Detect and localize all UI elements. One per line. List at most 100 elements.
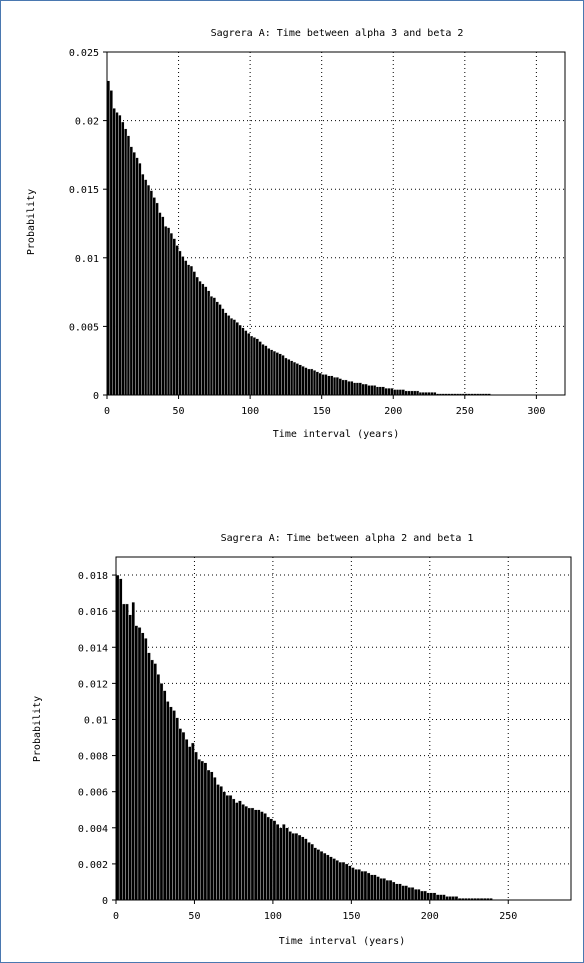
histogram-bar bbox=[338, 861, 343, 901]
histogram-bar bbox=[192, 271, 196, 396]
histogram-bar bbox=[401, 885, 405, 901]
y-axis-ticks: 0 0.002 0.004 0.006 0.008 0.01 0.012 0.014 0.016… bbox=[78, 571, 116, 907]
histogram-bar bbox=[250, 807, 255, 901]
histogram-bar bbox=[275, 824, 280, 901]
x-tick-label: 250 bbox=[499, 911, 517, 922]
histogram-bar bbox=[395, 389, 400, 396]
histogram-bar bbox=[135, 157, 139, 396]
histogram-bar bbox=[395, 883, 399, 901]
histogram-bar bbox=[121, 121, 125, 396]
histogram-bar bbox=[152, 197, 156, 396]
histogram-bar bbox=[189, 265, 194, 396]
y-tick-label: 0.015 bbox=[69, 185, 99, 196]
histogram-bar bbox=[238, 324, 242, 396]
histogram-bar bbox=[134, 625, 139, 901]
histogram-bar bbox=[379, 878, 383, 901]
histogram-bar bbox=[292, 361, 297, 396]
histogram-bar bbox=[191, 742, 195, 901]
histogram-bar bbox=[147, 652, 151, 901]
histogram-bar bbox=[363, 870, 368, 901]
y-tick-label: 0.018 bbox=[78, 571, 108, 582]
chart-title: Sagrera A: Time between alpha 2 and beta… bbox=[221, 533, 474, 544]
histogram-bar bbox=[415, 390, 420, 396]
histogram-bar bbox=[404, 885, 409, 901]
histogram-bar bbox=[324, 374, 328, 396]
y-tick-label: 0.01 bbox=[84, 715, 108, 726]
histogram-bar bbox=[329, 856, 333, 901]
histogram-bar bbox=[304, 367, 308, 396]
histogram-bar bbox=[364, 383, 368, 396]
histogram-bar bbox=[352, 382, 357, 396]
histogram-bar bbox=[319, 851, 324, 901]
histogram-bar bbox=[376, 876, 380, 901]
histogram-bar bbox=[307, 842, 311, 901]
histogram-bar bbox=[312, 370, 317, 396]
y-tick-label: 0.012 bbox=[78, 679, 108, 690]
histogram-bar bbox=[398, 389, 403, 396]
histogram-bar bbox=[109, 90, 113, 396]
histogram-bar bbox=[172, 710, 176, 901]
histogram-bar bbox=[209, 296, 214, 396]
histogram-bar bbox=[378, 386, 382, 396]
histogram-bar bbox=[222, 791, 227, 901]
histogram-bar bbox=[235, 802, 239, 901]
histogram-bar bbox=[221, 308, 225, 396]
histogram-bar bbox=[295, 363, 299, 396]
histogram-bar bbox=[172, 238, 176, 396]
histogram-bar bbox=[332, 858, 336, 901]
histogram-bar bbox=[247, 807, 252, 901]
histogram-bar bbox=[153, 663, 157, 901]
histogram-bar bbox=[201, 283, 205, 396]
histogram-bar bbox=[224, 312, 228, 396]
histogram-bar bbox=[332, 376, 337, 396]
histogram-bar bbox=[241, 804, 245, 901]
histogram-bar bbox=[373, 385, 377, 396]
histogram-bar bbox=[354, 869, 358, 901]
y-tick-label: 0.016 bbox=[78, 607, 108, 618]
x-axis-ticks: 0 50 100 150 200 250 300 bbox=[104, 395, 545, 417]
histogram-bar bbox=[282, 824, 286, 901]
histogram-bar bbox=[401, 389, 405, 396]
histogram-bar bbox=[351, 867, 355, 901]
histogram-bar bbox=[149, 190, 153, 396]
histogram-bar bbox=[316, 849, 321, 901]
histogram-bar bbox=[138, 162, 142, 396]
histogram-bar bbox=[194, 751, 198, 901]
plot-area bbox=[106, 51, 566, 396]
histogram-bar bbox=[288, 831, 292, 901]
histogram-bar bbox=[186, 264, 191, 396]
histogram-bar bbox=[398, 883, 402, 901]
histogram-bar bbox=[435, 894, 440, 901]
histogram-bar bbox=[126, 135, 131, 396]
histogram-bar bbox=[391, 881, 396, 901]
histogram-bar bbox=[263, 813, 267, 901]
histogram-bar bbox=[321, 374, 325, 396]
histogram-bar bbox=[166, 701, 170, 901]
histogram-bar bbox=[132, 151, 136, 396]
histogram-bar bbox=[118, 578, 123, 901]
x-tick-label: 150 bbox=[313, 406, 331, 417]
y-tick-label: 0.004 bbox=[78, 824, 108, 835]
histogram-bar bbox=[258, 341, 262, 396]
x-tick-label: 200 bbox=[384, 406, 402, 417]
histogram-bar bbox=[216, 784, 220, 901]
histogram-bar bbox=[355, 382, 360, 396]
histogram-bar bbox=[454, 896, 459, 901]
histogram-bar bbox=[129, 146, 133, 396]
bar-series bbox=[115, 574, 493, 901]
histogram-bar bbox=[209, 771, 214, 901]
histogram-bar bbox=[275, 352, 279, 396]
histogram-bar bbox=[231, 798, 236, 901]
histogram-bar bbox=[287, 359, 291, 396]
y-tick-label: 0.002 bbox=[78, 860, 108, 871]
histogram-bar bbox=[381, 386, 385, 396]
histogram-bar bbox=[413, 888, 418, 901]
histogram-bar bbox=[204, 286, 208, 396]
histogram-bar bbox=[451, 896, 456, 901]
histogram-bar bbox=[370, 385, 374, 396]
histogram-bar bbox=[158, 212, 162, 396]
histogram-bar bbox=[284, 357, 288, 396]
histogram-bar bbox=[198, 280, 202, 396]
histogram-bar bbox=[297, 834, 302, 901]
